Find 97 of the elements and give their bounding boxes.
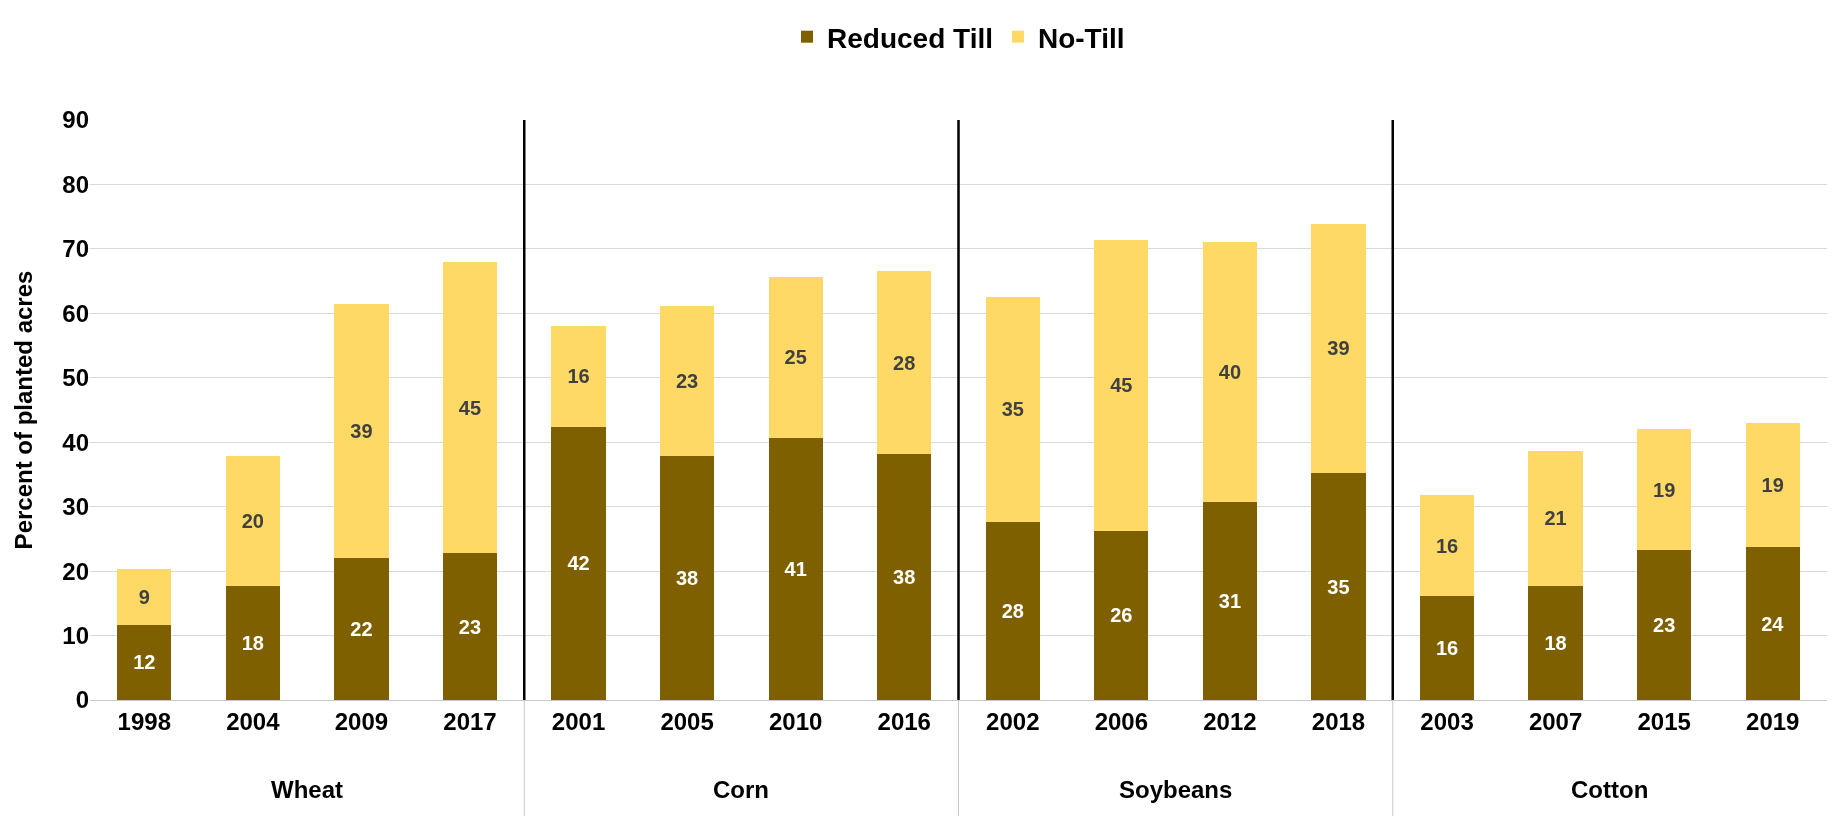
data-label: 35 [1327, 575, 1350, 598]
legend-label: Reduced Till [827, 22, 993, 54]
y-tick-label: 10 [62, 621, 89, 649]
bar [442, 553, 498, 700]
bar [1745, 547, 1800, 700]
x-tick-label: 2016 [877, 707, 931, 735]
x-tick-label: 2015 [1637, 707, 1691, 735]
bar [877, 271, 932, 454]
bar [1528, 585, 1583, 700]
data-label: 16 [1435, 534, 1459, 557]
bar [1311, 223, 1366, 474]
x-tick-label: 2019 [1746, 707, 1800, 735]
data-label: 35 [1001, 398, 1024, 421]
data-label: 18 [241, 631, 264, 654]
data-label: 19 [1761, 474, 1784, 497]
data-label: 38 [675, 567, 699, 590]
y-tick-label: 0 [75, 686, 89, 714]
x-tick-label: 2001 [551, 707, 606, 735]
bar [1419, 495, 1475, 597]
y-tick-label: 70 [62, 235, 89, 263]
data-label: 39 [1327, 337, 1350, 360]
bar [1202, 501, 1258, 700]
bar [1637, 428, 1692, 551]
bar [1094, 239, 1149, 531]
x-tick-label: 2004 [226, 707, 281, 735]
data-label: 9 [138, 585, 150, 608]
bar [334, 557, 389, 700]
y-tick-label: 40 [62, 428, 89, 456]
x-tick-label: 1998 [117, 707, 171, 735]
x-tick-label: 2002 [986, 707, 1040, 735]
data-label: 16 [567, 365, 590, 388]
y-axis-title: Percent of planted acres [10, 270, 37, 550]
data-label: 12 [133, 651, 156, 674]
text: Corn [713, 776, 769, 803]
text: Soybeans [1119, 776, 1233, 803]
legend-label: No-Till [1037, 22, 1125, 54]
bar [117, 624, 172, 700]
bar [877, 453, 932, 700]
x-tick-label: 2005 [660, 707, 714, 735]
text: Wheat [271, 776, 344, 803]
bar [1745, 422, 1800, 548]
data-label: 16 [1435, 637, 1459, 660]
x-tick-label: 2007 [1528, 707, 1583, 735]
data-label: 31 [1218, 589, 1242, 612]
x-tick-label: 2009 [334, 707, 389, 735]
bar [117, 569, 172, 625]
data-label: 20 [241, 510, 264, 533]
y-tick-label: 50 [62, 364, 89, 392]
bar [1419, 596, 1475, 700]
y-tick-label: 60 [62, 299, 89, 327]
y-tick-label: 80 [62, 170, 89, 198]
text: Cotton [1571, 776, 1649, 803]
data-label: 23 [1653, 614, 1676, 637]
data-label: 18 [1544, 631, 1567, 654]
data-label: 45 [458, 396, 482, 419]
bar [985, 522, 1040, 700]
bar [1202, 241, 1258, 502]
bar [225, 585, 280, 700]
x-tick-label: 2010 [768, 707, 823, 735]
bar [1311, 473, 1366, 700]
bar [1094, 530, 1149, 700]
bar [225, 456, 280, 586]
data-label: 19 [1653, 478, 1676, 501]
bar [985, 296, 1040, 523]
bar [659, 305, 715, 457]
y-tick-label: 30 [62, 493, 89, 521]
data-label: 28 [1001, 600, 1024, 623]
bar [551, 426, 606, 700]
data-label: 22 [350, 617, 373, 640]
data-label: 28 [893, 351, 916, 374]
bar [659, 456, 715, 700]
x-tick-label: 2003 [1420, 707, 1474, 735]
bar [1528, 450, 1583, 586]
data-label: 23 [458, 615, 482, 638]
data-label: 23 [675, 370, 699, 392]
x-tick-label: 2012 [1203, 707, 1257, 735]
bar [768, 277, 823, 438]
data-label: 40 [1218, 360, 1242, 383]
y-tick-label: 20 [62, 557, 89, 585]
data-label: 24 [1761, 612, 1785, 635]
data-label: 41 [784, 557, 807, 580]
data-label: 25 [784, 346, 807, 369]
data-label: 45 [1110, 374, 1133, 397]
data-label: 26 [1110, 604, 1133, 627]
bar [551, 326, 606, 427]
x-tick-label: 2006 [1094, 707, 1149, 735]
data-label: 38 [893, 565, 916, 588]
x-tick-label: 2018 [1311, 707, 1366, 735]
x-tick-label: 2017 [443, 707, 497, 735]
bar [334, 304, 389, 558]
data-label: 21 [1544, 507, 1567, 530]
bar [1637, 550, 1692, 700]
data-label: 39 [350, 419, 373, 442]
bar [768, 437, 823, 700]
data-label: 42 [567, 552, 590, 575]
bar [442, 262, 498, 554]
y-tick-label: 90 [62, 106, 89, 134]
